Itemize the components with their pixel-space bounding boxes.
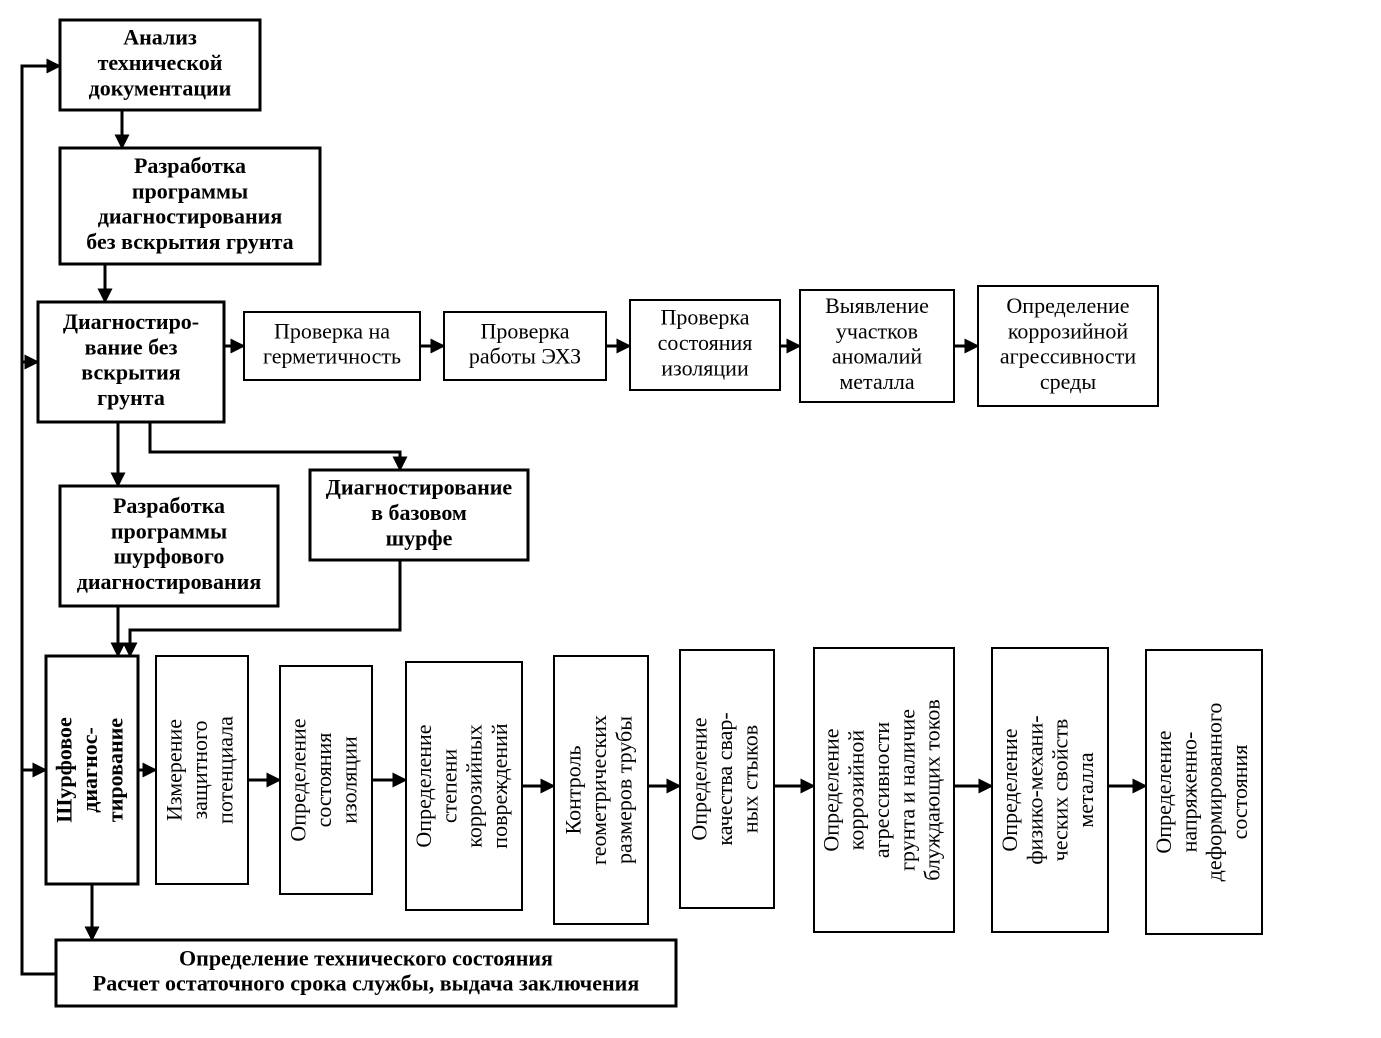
node-v1-label: Шурфовоедиагнос-тирование — [52, 717, 128, 823]
node-v2: Измерениезащитногопотенциала — [156, 656, 248, 884]
node-n7-label: Выявлениеучасткованомалийметалла — [825, 293, 929, 394]
node-n5: Проверкаработы ЭХЗ — [444, 312, 606, 380]
node-v6-label: Определениекачества свар-ных стыков — [687, 712, 763, 845]
node-n5-label: Проверкаработы ЭХЗ — [469, 318, 581, 368]
node-n10: Диагностированиев базовомшурфе — [310, 470, 528, 560]
node-n7: Выявлениеучасткованомалийметалла — [800, 290, 954, 402]
node-v4-label: Определениестепеникоррозийныхповреждений — [411, 723, 512, 849]
node-v8: Определениефизико-механи-ческих свойствм… — [992, 648, 1108, 932]
node-n4-label: Проверка нагерметичность — [263, 318, 401, 368]
node-n3: Диагностиро-вание безвскрытиягрунта — [38, 302, 224, 422]
node-v3: Определениесостоянияизоляции — [280, 666, 372, 894]
node-v6: Определениекачества свар-ных стыков — [680, 650, 774, 908]
node-n6-label: Проверкасостоянияизоляции — [658, 305, 753, 381]
node-v9: Определениенапряженно-деформированногосо… — [1146, 650, 1262, 934]
node-n1: Анализтехническойдокументации — [60, 20, 260, 110]
edge-n3-n10 — [150, 422, 400, 470]
node-n4: Проверка нагерметичность — [244, 312, 420, 380]
node-n2: Разработкапрограммыдиагностированиябез в… — [60, 148, 320, 264]
node-v3-label: Определениесостоянияизоляции — [286, 718, 362, 841]
node-v5: Контрольгеометрическихразмеров трубы — [554, 656, 648, 924]
node-v2-label: Измерениезащитногопотенциала — [162, 716, 238, 824]
node-v7: Определениекоррозийнойагрессивностигрунт… — [814, 648, 954, 932]
node-n9: Разработкапрограммышурфовогодиагностиров… — [60, 486, 278, 606]
node-v4: Определениестепеникоррозийныхповреждений — [406, 662, 522, 910]
node-n11: Определение технического состоянияРасчет… — [56, 940, 676, 1006]
node-n8: Определениекоррозийнойагрессивностисреды — [978, 286, 1158, 406]
node-n6: Проверкасостоянияизоляции — [630, 300, 780, 390]
node-v1: Шурфовоедиагнос-тирование — [46, 656, 138, 884]
flowchart-canvas: Анализтехническойдокументации Разработкап… — [0, 0, 1381, 1038]
